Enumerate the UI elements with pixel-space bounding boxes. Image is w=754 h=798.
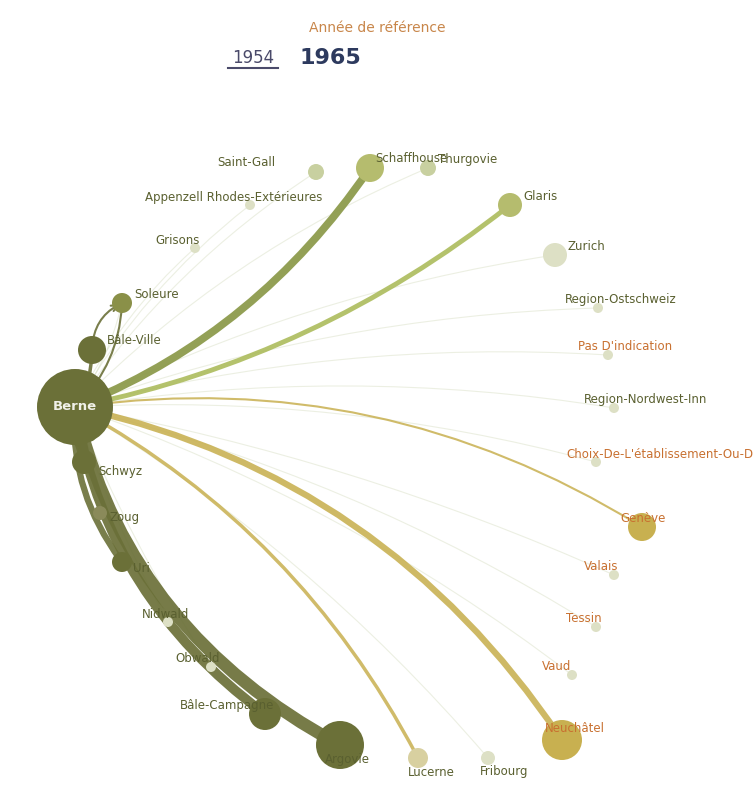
Text: Soleure: Soleure <box>134 289 179 302</box>
FancyArrowPatch shape <box>81 410 417 756</box>
Text: Vaud: Vaud <box>542 661 572 674</box>
Circle shape <box>567 670 577 680</box>
Circle shape <box>591 622 601 632</box>
FancyArrowPatch shape <box>77 306 121 405</box>
Text: Genève: Genève <box>620 512 665 526</box>
Circle shape <box>37 369 113 445</box>
Text: Valais: Valais <box>584 560 618 574</box>
Circle shape <box>316 721 364 769</box>
Circle shape <box>628 513 656 541</box>
Circle shape <box>190 243 200 253</box>
Text: 1954: 1954 <box>232 49 274 67</box>
Text: Thurgovie: Thurgovie <box>438 153 497 167</box>
FancyArrowPatch shape <box>76 353 92 405</box>
Circle shape <box>609 570 619 580</box>
FancyArrowPatch shape <box>84 407 560 737</box>
FancyArrowPatch shape <box>69 415 83 460</box>
Text: Année de référence: Année de référence <box>308 21 446 35</box>
FancyArrowPatch shape <box>76 409 210 665</box>
Circle shape <box>481 751 495 765</box>
Text: Tessin: Tessin <box>566 613 602 626</box>
Circle shape <box>420 160 436 176</box>
Circle shape <box>93 506 107 520</box>
Circle shape <box>249 698 281 730</box>
Circle shape <box>356 154 384 182</box>
Circle shape <box>593 303 603 313</box>
Text: Glaris: Glaris <box>523 191 557 203</box>
Circle shape <box>206 662 216 672</box>
Text: Schwyz: Schwyz <box>98 464 142 477</box>
Text: Zurich: Zurich <box>568 240 605 254</box>
FancyArrowPatch shape <box>78 408 593 626</box>
FancyArrowPatch shape <box>78 255 552 405</box>
Circle shape <box>498 193 522 217</box>
FancyArrowPatch shape <box>78 308 595 406</box>
FancyArrowPatch shape <box>75 409 83 460</box>
Circle shape <box>308 164 324 180</box>
FancyArrowPatch shape <box>78 306 122 404</box>
Text: Fribourg: Fribourg <box>480 765 529 779</box>
Text: Region-Nordwest-Inn: Region-Nordwest-Inn <box>584 393 707 406</box>
FancyArrowPatch shape <box>76 207 248 405</box>
FancyArrowPatch shape <box>78 408 611 574</box>
FancyArrowPatch shape <box>69 417 121 559</box>
Text: Neuchâtel: Neuchâtel <box>545 721 605 734</box>
Text: Saint-Gall: Saint-Gall <box>217 156 275 168</box>
Text: Grisons: Grisons <box>155 234 199 247</box>
Circle shape <box>591 457 601 467</box>
FancyArrowPatch shape <box>85 170 369 404</box>
FancyArrowPatch shape <box>78 352 605 406</box>
FancyArrowPatch shape <box>78 408 570 674</box>
Text: Choix-De-L'établissement-Ou-D: Choix-De-L'établissement-Ou-D <box>566 448 753 460</box>
FancyArrowPatch shape <box>75 409 99 511</box>
FancyArrowPatch shape <box>76 409 167 619</box>
Circle shape <box>408 748 428 768</box>
Text: Nidwald: Nidwald <box>142 607 189 621</box>
Text: Lucerne: Lucerne <box>408 765 455 779</box>
Circle shape <box>542 720 582 760</box>
FancyArrowPatch shape <box>80 398 639 526</box>
FancyArrowPatch shape <box>92 306 118 347</box>
Circle shape <box>72 450 96 474</box>
Circle shape <box>603 350 613 360</box>
Circle shape <box>163 617 173 627</box>
Text: Zoug: Zoug <box>110 511 140 523</box>
FancyArrowPatch shape <box>83 207 508 408</box>
Text: Appenzell Rhodes-Extérieures: Appenzell Rhodes-Extérieures <box>145 191 323 203</box>
FancyArrowPatch shape <box>76 423 338 744</box>
Text: Berne: Berne <box>53 401 97 413</box>
FancyArrowPatch shape <box>77 173 314 405</box>
Circle shape <box>112 552 132 572</box>
FancyArrowPatch shape <box>78 386 611 408</box>
Text: Region-Ostschweiz: Region-Ostschweiz <box>565 294 677 306</box>
Text: Pas D'indication: Pas D'indication <box>578 341 672 354</box>
FancyArrowPatch shape <box>74 421 263 713</box>
Circle shape <box>78 336 106 364</box>
FancyArrowPatch shape <box>78 405 593 461</box>
Text: Bâle-Ville: Bâle-Ville <box>107 334 162 346</box>
Circle shape <box>245 200 255 210</box>
Text: Bâle-Campagne: Bâle-Campagne <box>180 700 274 713</box>
Circle shape <box>543 243 567 267</box>
FancyArrowPatch shape <box>78 409 486 756</box>
Text: Obwald: Obwald <box>175 653 219 666</box>
FancyArrowPatch shape <box>77 169 425 405</box>
Text: Argovie: Argovie <box>325 753 370 765</box>
Text: 1965: 1965 <box>299 48 361 68</box>
Circle shape <box>609 403 619 413</box>
FancyArrowPatch shape <box>78 353 92 401</box>
Text: Uri: Uri <box>133 562 150 575</box>
Text: Schaffhouse: Schaffhouse <box>375 152 447 164</box>
FancyArrowPatch shape <box>76 250 193 405</box>
Circle shape <box>112 293 132 313</box>
